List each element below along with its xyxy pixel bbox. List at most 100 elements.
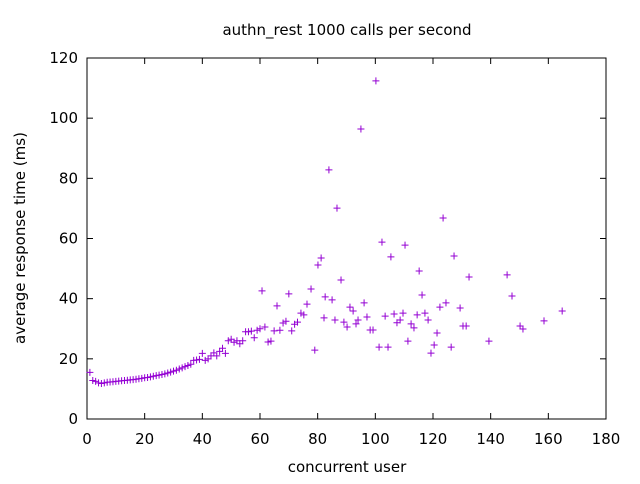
data-point [314,261,322,269]
y-tick-label: 80 [59,169,78,187]
data-point [337,276,345,284]
data-point [328,296,336,304]
y-tick-label: 0 [68,410,78,428]
data-point [439,214,447,222]
data-point [508,292,516,300]
data-point [230,338,238,346]
data-point [227,335,235,343]
data-point [369,326,377,334]
data-point [236,340,244,348]
data-point [167,368,175,376]
y-tick-label: 120 [49,49,78,67]
data-point [375,343,383,351]
data-point [92,377,100,385]
data-point [321,293,329,301]
x-tick-label: 160 [534,430,563,448]
data-point [343,323,351,331]
data-point [161,370,169,378]
data-point [195,355,203,363]
data-point [253,326,261,334]
x-axis-label: concurrent user [288,458,407,476]
data-point [404,337,412,345]
data-point [516,322,524,330]
data-point [100,379,108,387]
data-point [178,364,186,372]
data-point [390,310,398,318]
data-point [170,367,177,375]
data-point [540,317,548,325]
data-point [216,347,224,355]
x-tick-label: 60 [250,430,269,448]
y-axis: 0 20 40 60 80 100 120 [49,49,606,428]
data-point [285,290,293,298]
x-tick-label: 140 [476,430,505,448]
y-tick-label: 20 [59,350,78,368]
data-point [421,309,429,317]
data-point [363,313,371,321]
data-point [462,322,470,330]
data-point [149,372,157,380]
data-point [219,344,227,352]
x-tick-label: 0 [82,430,92,448]
data-point [224,337,232,345]
data-point [198,349,206,357]
data-point [311,346,319,354]
data-point [201,356,209,364]
data-point [239,337,247,345]
data-point [317,254,325,262]
data-point [146,373,154,381]
data-point [415,267,423,275]
x-tick-label: 40 [193,430,212,448]
data-point [89,376,97,384]
data-point [273,302,281,310]
data-point [410,324,418,332]
data-points [86,77,566,388]
data-point [442,299,450,307]
y-tick-label: 40 [59,290,78,308]
y-tick-label: 100 [49,109,78,127]
data-point [181,363,189,371]
x-tick-label: 80 [308,430,327,448]
data-point [152,372,160,380]
data-point [250,334,258,342]
data-point [401,241,409,249]
data-point [276,326,284,334]
data-point [407,320,415,328]
data-point [175,365,183,373]
data-point [447,343,455,351]
x-axis: 0 20 40 60 80 100 120 140 160 180 [82,58,620,448]
data-point [450,252,458,260]
data-point [378,238,386,246]
data-point [346,303,354,311]
data-point [372,77,380,85]
data-point [184,361,192,369]
data-point [193,356,201,364]
data-point [300,311,308,319]
data-point [307,285,315,293]
data-point [381,312,389,320]
data-point [413,311,421,319]
data-point [247,327,255,335]
data-point [210,349,218,357]
x-tick-label: 100 [361,430,390,448]
data-point [357,125,365,133]
data-point [270,327,278,335]
y-tick-label: 60 [59,230,78,248]
data-point [349,307,357,315]
data-point [354,316,362,324]
data-point [352,320,360,328]
data-point [430,341,438,349]
x-tick-label: 180 [592,430,621,448]
data-point [221,349,229,357]
plot-frame [86,57,607,420]
data-point [396,316,404,324]
data-point [187,360,195,368]
x-tick-label: 20 [135,430,154,448]
data-point [86,368,94,376]
data-point [558,307,566,315]
data-point [424,316,432,324]
data-point [320,314,328,322]
data-point [172,366,180,374]
data-point [144,373,152,381]
data-point [279,319,287,327]
